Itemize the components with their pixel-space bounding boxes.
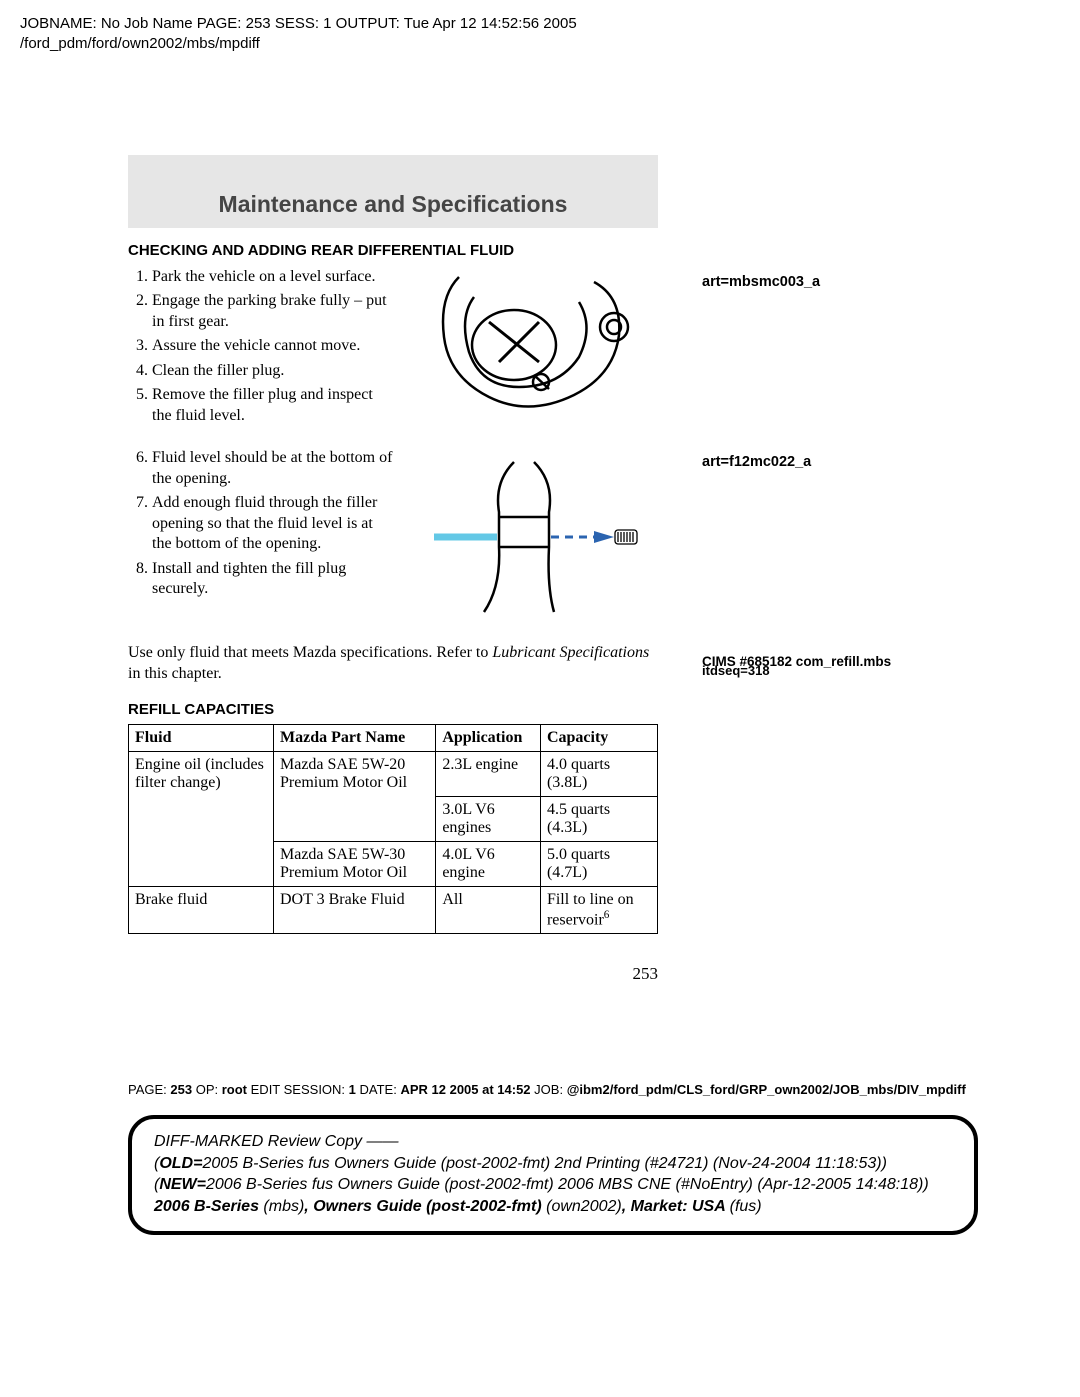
step-3: Assure the vehicle cannot move. [152, 336, 396, 356]
refill-heading: REFILL CAPACITIES [128, 701, 658, 718]
review-line2: (OLD=2005 B-Series fus Owners Guide (pos… [154, 1153, 954, 1175]
fluid-spec-note: Use only fluid that meets Mazda specific… [128, 643, 658, 685]
step-8: Install and tighten the fill plug secure… [152, 559, 396, 600]
step-2: Engage the parking brake fully – put in … [152, 291, 396, 332]
step-1: Park the vehicle on a level surface. [152, 267, 396, 287]
cell-part2: Mazda SAE 5W-30 Premium Motor Oil [273, 841, 435, 886]
cell-app2: 3.0L V6 engines [436, 796, 541, 841]
cell-brake-app: All [436, 886, 541, 933]
steps-list: Park the vehicle on a level surface. Eng… [128, 267, 396, 426]
review-line3: (NEW=2006 B-Series fus Owners Guide (pos… [154, 1174, 954, 1196]
page-title: Maintenance and Specifications [128, 155, 658, 228]
cell-app1: 2.3L engine [436, 751, 541, 796]
note-pre: Use only fluid that meets Mazda specific… [128, 644, 492, 661]
step-4: Clean the filler plug. [152, 361, 396, 381]
diff-review-box: DIFF-MARKED Review Copy —— (OLD=2005 B-S… [128, 1115, 978, 1235]
cims-ref: CIMS #685182 com_refill.mbs itdseq=318 [702, 658, 891, 676]
cell-brake-cap: Fill to line on reservoir6 [540, 886, 657, 933]
cell-brake-part: DOT 3 Brake Fluid [273, 886, 435, 933]
cell-engine-oil: Engine oil (includes filter change) [129, 751, 274, 886]
footer-job-info: PAGE: 253 OP: root EDIT SESSION: 1 DATE:… [128, 1082, 968, 1097]
steps-list-2: Fluid level should be at the bottom of t… [128, 448, 396, 599]
review-line1: DIFF-MARKED Review Copy —— [154, 1131, 954, 1153]
cell-part1: Mazda SAE 5W-20 Premium Motor Oil [273, 751, 435, 841]
step-7: Add enough fluid through the filler open… [152, 493, 396, 554]
section-heading-differential: CHECKING AND ADDING REAR DIFFERENTIAL FL… [128, 242, 658, 259]
note-italic: Lubricant Specifications [492, 644, 649, 661]
col-application: Application [436, 724, 541, 751]
cell-cap1: 4.0 quarts (3.8L) [540, 751, 657, 796]
refill-capacities-table: Fluid Mazda Part Name Application Capaci… [128, 724, 658, 934]
header-line2: /ford_pdm/ford/own2002/mbs/mpdiff [20, 34, 577, 54]
step-6: Fluid level should be at the bottom of t… [152, 448, 396, 489]
col-capacity: Capacity [540, 724, 657, 751]
col-part: Mazda Part Name [273, 724, 435, 751]
review-line4: 2006 B-Series (mbs), Owners Guide (post-… [154, 1196, 954, 1218]
differential-illustration-2 [419, 457, 649, 617]
step-5: Remove the filler plug and inspect the f… [152, 385, 396, 426]
note-post: in this chapter. [128, 665, 222, 682]
header-line1: JOBNAME: No Job Name PAGE: 253 SESS: 1 O… [20, 14, 577, 34]
art-ref-2: art=f12mc022_a [702, 454, 811, 470]
page-content: Maintenance and Specifications CHECKING … [128, 155, 658, 984]
cell-cap2: 4.5 quarts (4.3L) [540, 796, 657, 841]
print-job-header: JOBNAME: No Job Name PAGE: 253 SESS: 1 O… [20, 14, 577, 53]
differential-illustration-1 [419, 267, 649, 437]
col-fluid: Fluid [129, 724, 274, 751]
cell-app3: 4.0L V6 engine [436, 841, 541, 886]
cell-cap3: 5.0 quarts (4.7L) [540, 841, 657, 886]
art-ref-1: art=mbsmc003_a [702, 274, 820, 290]
cell-brake-fluid: Brake fluid [129, 886, 274, 933]
page-number: 253 [128, 964, 658, 984]
